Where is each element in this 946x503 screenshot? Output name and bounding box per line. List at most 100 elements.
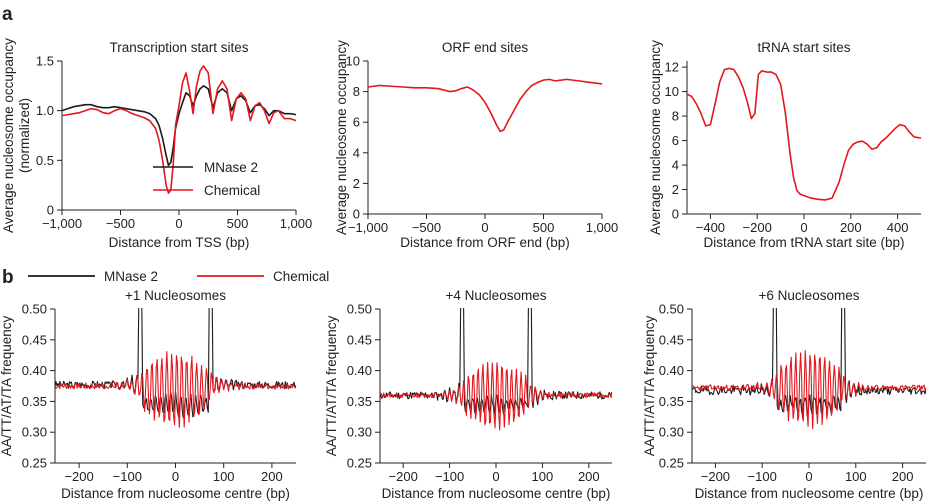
x-axis-label-nuc1: Distance from nucleosome centre (bp) bbox=[61, 486, 290, 501]
y-tick-label-nuc6-1: 0.30 bbox=[659, 425, 684, 440]
y-tick-label-nuc4-3: 0.40 bbox=[347, 363, 372, 378]
x-tick-label-nuc1-1: −100 bbox=[113, 469, 142, 484]
x-axis-label-tss: Distance from TSS (bp) bbox=[109, 235, 250, 250]
y-tick-label-trna-4: 8 bbox=[672, 109, 679, 124]
x-tick-label-nuc6-2: 0 bbox=[805, 469, 812, 484]
x-tick-label-orf-3: 500 bbox=[533, 220, 555, 235]
y-tick-label-nuc1-4: 0.45 bbox=[22, 332, 47, 347]
x-tick-label-tss-2: 0 bbox=[175, 216, 182, 231]
x-tick-label-nuc6-1: −100 bbox=[748, 469, 777, 484]
chart-tss: −1,000 −500 0 500 1,000 0 0.5 1.0 1.5 Transcripti… bbox=[1, 38, 312, 250]
x-axis-label-orf: Distance from ORF end (bp) bbox=[400, 235, 570, 250]
chart-nuc6: −200 −100 0 100 200 0.25 0.30 0.35 0.40 0.45 0.50 +… bbox=[642, 288, 926, 501]
y-tick-label-nuc4-5: 0.50 bbox=[347, 302, 372, 317]
x-tick-label-trna-0: −400 bbox=[696, 220, 725, 235]
series-line-nuc1-chemical bbox=[55, 351, 296, 428]
y-tick-label-nuc1-3: 0.40 bbox=[22, 363, 47, 378]
y-tick-label-trna-2: 4 bbox=[672, 158, 679, 173]
chart-orf: −1,000 −500 0 500 1,000 0 2 4 6 8 10 ORF end sites D… bbox=[334, 40, 618, 250]
y-tick-label-trna-0: 0 bbox=[672, 207, 679, 222]
x-tick-label-nuc4-0: −200 bbox=[389, 469, 418, 484]
x-tick-label-nuc4-4: 200 bbox=[578, 469, 600, 484]
x-tick-label-nuc4-3: 100 bbox=[532, 469, 554, 484]
x-tick-label-tss-1: −500 bbox=[106, 216, 135, 231]
y-tick-label-nuc6-4: 0.45 bbox=[659, 332, 684, 347]
y-tick-label-nuc1-0: 0.25 bbox=[22, 456, 47, 471]
y-tick-label-nuc6-5: 0.50 bbox=[659, 302, 684, 317]
x-tick-label-tss-3: 500 bbox=[227, 216, 249, 231]
x-tick-label-trna-1: −200 bbox=[743, 220, 772, 235]
y-tick-label-trna-6: 12 bbox=[665, 60, 679, 75]
y-axis-label-nuc4: AA/TT/AT/TA frequency bbox=[324, 315, 339, 456]
y-axis-label-nuc6: AA/TT/AT/TA frequency bbox=[642, 315, 657, 456]
y-axis-label-trna: Average nucleosome occupancy bbox=[648, 40, 663, 235]
x-tick-label-trna-2: 0 bbox=[800, 220, 807, 235]
legend-label-chemical: Chemical bbox=[273, 269, 329, 284]
x-tick-label-orf-1: −500 bbox=[412, 220, 441, 235]
x-tick-label-orf-0: −1,000 bbox=[348, 220, 388, 235]
y-tick-label-nuc4-0: 0.25 bbox=[347, 456, 372, 471]
chart-title-nuc4: +4 Nucleosomes bbox=[446, 288, 547, 303]
y-tick-label-nuc1-5: 0.50 bbox=[22, 302, 47, 317]
x-axis-label-trna: Distance from tRNA start site (bp) bbox=[703, 235, 904, 250]
y-tick-label-nuc1-2: 0.35 bbox=[22, 394, 47, 409]
x-tick-label-nuc4-2: 0 bbox=[492, 469, 499, 484]
series-line-trna-chemical bbox=[687, 67, 921, 201]
y-tick-label-tss-1: 0.5 bbox=[36, 153, 54, 168]
x-tick-label-nuc1-3: 100 bbox=[213, 469, 235, 484]
y-tick-label-trna-1: 2 bbox=[672, 182, 679, 197]
series-line-tss-chemical bbox=[62, 65, 296, 194]
x-tick-label-nuc6-0: −200 bbox=[701, 469, 730, 484]
y-tick-label-nuc6-0: 0.25 bbox=[659, 456, 684, 471]
y-tick-label-orf-5: 10 bbox=[346, 54, 360, 69]
y-tick-label-nuc4-1: 0.30 bbox=[347, 425, 372, 440]
y-tick-label-orf-4: 8 bbox=[353, 84, 360, 99]
series-line-tss-mnase-2 bbox=[62, 85, 296, 167]
chart-title-orf: ORF end sites bbox=[442, 40, 529, 55]
y-tick-label-tss-2: 1.0 bbox=[36, 103, 54, 118]
x-tick-label-orf-4: 1,000 bbox=[586, 220, 619, 235]
x-tick-label-tss-0: −1,000 bbox=[42, 216, 82, 231]
chart-title-trna: tRNA start sites bbox=[757, 40, 850, 55]
panel-label-a: a bbox=[2, 4, 13, 25]
chart-title-tss: Transcription start sites bbox=[109, 40, 248, 55]
x-tick-label-nuc6-3: 100 bbox=[845, 469, 867, 484]
x-tick-label-trna-4: 400 bbox=[887, 220, 909, 235]
y-tick-label-trna-3: 6 bbox=[672, 133, 679, 148]
y-tick-label-nuc4-2: 0.35 bbox=[347, 394, 372, 409]
legend-label-mnase: MNase 2 bbox=[104, 269, 158, 284]
chart-trna: −400 −200 0 200 400 0 2 4 6 8 10 12 tRNA start sites… bbox=[648, 40, 921, 250]
panel-label-b: b bbox=[2, 267, 14, 288]
series-line-nuc6-chemical bbox=[692, 349, 926, 430]
y-tick-label-nuc6-3: 0.40 bbox=[659, 363, 684, 378]
y-tick-label-orf-2: 4 bbox=[353, 145, 360, 160]
y-axis-label-orf: Average nucleosome occupancy bbox=[334, 40, 349, 235]
x-tick-label-trna-3: 200 bbox=[840, 220, 862, 235]
series-line-orf-chemical bbox=[368, 78, 602, 133]
series-line-nuc4-chemical bbox=[380, 361, 612, 431]
y-tick-label-nuc1-1: 0.30 bbox=[22, 425, 47, 440]
y-tick-label-trna-5: 10 bbox=[665, 84, 679, 99]
y-tick-label-orf-3: 6 bbox=[353, 115, 360, 130]
y-tick-label-orf-1: 2 bbox=[353, 176, 360, 191]
chart-nuc1: −200 −100 0 100 200 0.25 0.30 0.35 0.40 0.45 0.50 +… bbox=[0, 288, 296, 501]
y-tick-label-tss-3: 1.5 bbox=[36, 54, 54, 69]
legend-label-tss-0: MNase 2 bbox=[204, 160, 258, 175]
y-tick-label-nuc4-4: 0.45 bbox=[347, 332, 372, 347]
x-tick-label-nuc1-0: −200 bbox=[64, 469, 93, 484]
chart-nuc4: −200 −100 0 100 200 0.25 0.30 0.35 0.40 0.45 0.50 +… bbox=[324, 288, 612, 501]
x-tick-label-orf-2: 0 bbox=[481, 220, 488, 235]
legend-label-tss-1: Chemical bbox=[204, 183, 260, 198]
y-tick-label-nuc6-2: 0.35 bbox=[659, 394, 684, 409]
top-legend: MNase 2 Chemical bbox=[28, 269, 329, 284]
y-axis-label-nuc1: AA/TT/AT/TA frequency bbox=[0, 315, 14, 456]
y-tick-label-tss-0: 0 bbox=[47, 203, 54, 218]
x-tick-label-nuc6-4: 200 bbox=[892, 469, 914, 484]
x-tick-label-tss-4: 1,000 bbox=[280, 216, 313, 231]
x-axis-label-nuc6: Distance from nucleosome centre (bp) bbox=[695, 486, 924, 501]
x-tick-label-nuc4-1: −100 bbox=[435, 469, 464, 484]
y-tick-label-orf-0: 0 bbox=[353, 207, 360, 222]
chart-title-nuc6: +6 Nucleosomes bbox=[759, 288, 860, 303]
chart-title-nuc1: +1 Nucleosomes bbox=[125, 288, 226, 303]
